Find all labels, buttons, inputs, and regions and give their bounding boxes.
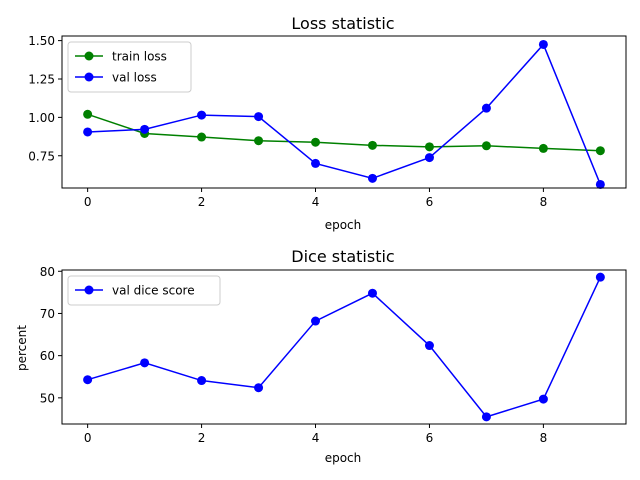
dice-y-tick-label: 80 (40, 265, 55, 279)
dice-data-point (424, 341, 434, 351)
loss-legend (67, 41, 192, 93)
loss-plot-frame (61, 35, 627, 189)
loss-data-point (254, 112, 264, 122)
loss-data-point (481, 141, 491, 151)
dice-legend-label: val dice score (112, 284, 195, 298)
loss-data-point (140, 124, 150, 134)
loss-x-tick-label: 6 (426, 195, 434, 209)
dice-y-tick-label: 50 (40, 391, 55, 405)
loss-data-point (367, 140, 377, 150)
loss-data-point (311, 158, 321, 168)
loss-data-point (424, 153, 434, 163)
loss-chart-title: Loss statistic (291, 14, 394, 33)
loss-data-point (254, 136, 264, 146)
loss-x-axis-label: epoch (325, 218, 362, 232)
loss-x-tick-label: 0 (84, 195, 92, 209)
dice-data-point (311, 316, 321, 326)
loss-legend-label: train loss (112, 50, 167, 64)
loss-data-point (595, 146, 605, 156)
dice-data-point (197, 376, 207, 386)
dice-x-axis-label: epoch (325, 451, 362, 465)
loss-y-tick-label: 1.50 (28, 34, 55, 48)
loss-y-tick-label: 1.00 (28, 111, 55, 125)
dice-data-point (254, 383, 264, 393)
dice-data-point (481, 412, 491, 422)
dice-data-point (367, 288, 377, 298)
loss-chart: Loss statistic epoch 0 2 4 6 8 0.75 1.00 1.25 1.… (28, 14, 627, 232)
loss-data-point (538, 143, 548, 153)
loss-x-tick-label: 2 (198, 195, 206, 209)
dice-chart-title: Dice statistic (291, 247, 394, 266)
dice-series-line-0 (87, 276, 602, 418)
loss-data-point (197, 132, 207, 142)
loss-data-point (595, 179, 605, 189)
loss-y-tick-label: 0.75 (28, 149, 55, 163)
dice-x-tick-label: 4 (312, 431, 320, 445)
loss-data-point (197, 110, 207, 120)
loss-data-point (83, 127, 93, 137)
dice-data-point (140, 358, 150, 368)
dice-data-point (83, 375, 93, 385)
dice-legend-marker (84, 285, 94, 295)
dice-x-tick-label: 0 (84, 431, 92, 445)
loss-data-point (367, 173, 377, 183)
loss-legend-label: val loss (112, 71, 157, 85)
dice-x-tick-label: 2 (198, 431, 206, 445)
dice-data-point (595, 272, 605, 282)
dice-legend (67, 275, 221, 306)
dice-x-tick-label: 6 (426, 431, 434, 445)
dice-y-tick-label: 70 (40, 307, 55, 321)
dice-plot-frame (61, 269, 627, 425)
loss-series-line-1 (87, 43, 602, 185)
dice-y-tick-label: 60 (40, 349, 55, 363)
dice-data-point (538, 394, 548, 404)
loss-x-tick-label: 8 (540, 195, 548, 209)
loss-series-line-0 (87, 113, 601, 152)
dice-chart: Dice statistic epoch percent 0 2 4 6 8 50 60 70… (15, 247, 627, 465)
loss-data-point (481, 103, 491, 113)
loss-y-tick-label: 1.25 (28, 72, 55, 86)
loss-data-point (83, 109, 93, 119)
loss-legend-marker (84, 72, 94, 82)
loss-data-point (424, 142, 434, 152)
dice-y-axis-label: percent (15, 325, 29, 371)
loss-data-point (311, 137, 321, 147)
loss-data-point (538, 39, 548, 49)
loss-x-tick-label: 4 (312, 195, 320, 209)
dice-x-tick-label: 8 (540, 431, 548, 445)
loss-legend-marker (84, 51, 94, 61)
